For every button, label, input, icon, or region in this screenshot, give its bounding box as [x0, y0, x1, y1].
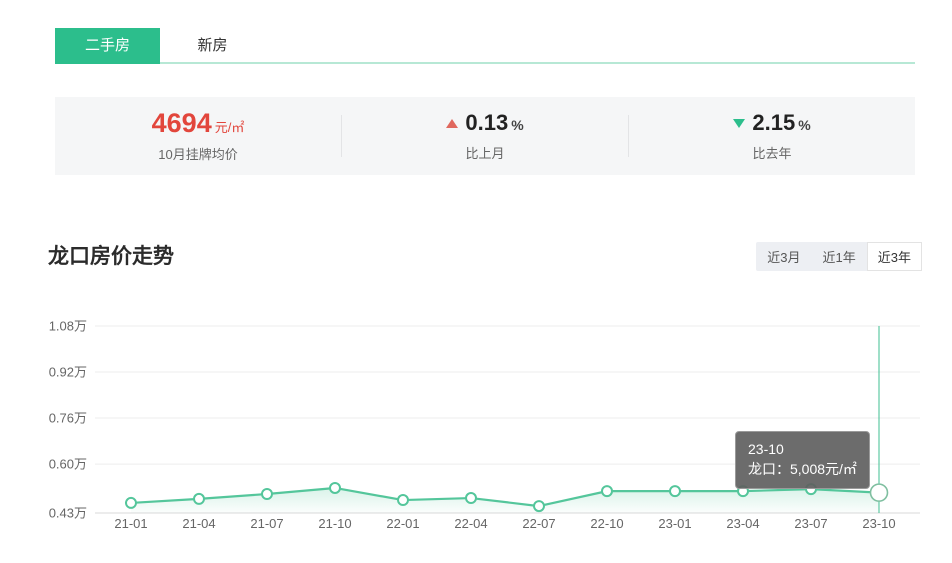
tab-bar: 二手房 新房: [55, 28, 915, 64]
chart-tooltip: 23-10 龙口：5,008元/㎡: [735, 431, 870, 489]
range-button-3-months[interactable]: 近3月: [756, 242, 811, 271]
stats-divider: [628, 115, 629, 157]
down-triangle-icon: [733, 118, 746, 128]
data-point-marker[interactable]: [125, 496, 137, 509]
x-axis-tick-label: 23-07: [794, 516, 827, 531]
y-axis-tick-label: 0.92万: [49, 365, 87, 380]
tab-second-hand-house[interactable]: 二手房: [55, 28, 160, 64]
data-point-marker[interactable]: [397, 494, 409, 507]
tooltip-date: 23-10: [748, 441, 784, 457]
trend-line: [130, 486, 880, 508]
data-point-marker[interactable]: [193, 492, 205, 505]
tooltip-value: 龙口：5,008元/㎡: [748, 461, 857, 478]
listing-price-unit: 元/㎡: [214, 119, 245, 135]
yoy-unit: %: [798, 117, 811, 134]
yoy-value: 2.15: [752, 110, 796, 136]
data-point-marker[interactable]: [533, 500, 545, 513]
price-trend-chart[interactable]: 0.43万 0.60万 0.76万 0.92万 1.08万 21-01 21-04 21-07…: [40, 315, 925, 550]
data-point-marker[interactable]: [601, 485, 613, 498]
x-axis-tick-label: 21-10: [318, 516, 351, 531]
mom-unit: %: [511, 117, 524, 134]
range-button-3-years[interactable]: 近3年: [866, 242, 922, 271]
mom-value: 0.13: [465, 110, 509, 136]
y-axis-tick-label: 0.43万: [49, 506, 87, 521]
stat-listing-price: 4694 元/㎡ 10月挂牌均价: [55, 107, 341, 164]
x-axis-tick-label: 22-01: [386, 516, 419, 531]
data-point-marker[interactable]: [669, 485, 681, 498]
mom-label: 比上月: [465, 145, 505, 161]
stat-month-over-month: 0.13 % 比上月: [342, 110, 628, 161]
stats-bar: 4694 元/㎡ 10月挂牌均价 0.13 % 比上月 2.15 % 比去年: [55, 97, 915, 175]
highlighted-data-point[interactable]: [869, 483, 889, 502]
y-axis-tick-label: 0.60万: [49, 457, 87, 472]
tab-new-house[interactable]: 新房: [197, 37, 228, 54]
range-button-1-year[interactable]: 近1年: [812, 242, 867, 271]
y-axis-tick-label: 0.76万: [49, 411, 87, 426]
x-axis-tick-label: 21-04: [182, 516, 215, 531]
data-point-marker[interactable]: [329, 481, 341, 494]
x-axis-tick-label: 22-07: [522, 516, 555, 531]
x-axis-tick-label: 23-10: [862, 516, 895, 531]
yoy-label: 比去年: [752, 145, 792, 161]
x-axis-tick-label: 22-10: [590, 516, 623, 531]
x-axis-tick-label: 22-04: [454, 516, 487, 531]
x-axis-tick-label: 21-07: [250, 516, 283, 531]
y-axis-tick-label: 1.08万: [49, 319, 87, 334]
area-fill: [131, 487, 879, 513]
stat-year-over-year: 2.15 % 比去年: [629, 110, 915, 161]
data-point-marker[interactable]: [465, 492, 477, 505]
up-triangle-icon: [446, 118, 459, 128]
tab-underline: [55, 62, 915, 64]
listing-price-value: 4694: [151, 107, 212, 138]
x-axis-tick-label: 23-04: [726, 516, 759, 531]
x-axis-tick-label: 23-01: [658, 516, 691, 531]
listing-price-label: 10月挂牌均价: [158, 147, 238, 163]
x-axis-tick-label: 21-01: [114, 516, 147, 531]
range-selector: 近3月 近1年 近3年: [756, 242, 922, 271]
stats-divider: [341, 115, 342, 157]
page-title: 龙口房价走势: [48, 245, 174, 268]
data-point-marker[interactable]: [261, 488, 273, 501]
